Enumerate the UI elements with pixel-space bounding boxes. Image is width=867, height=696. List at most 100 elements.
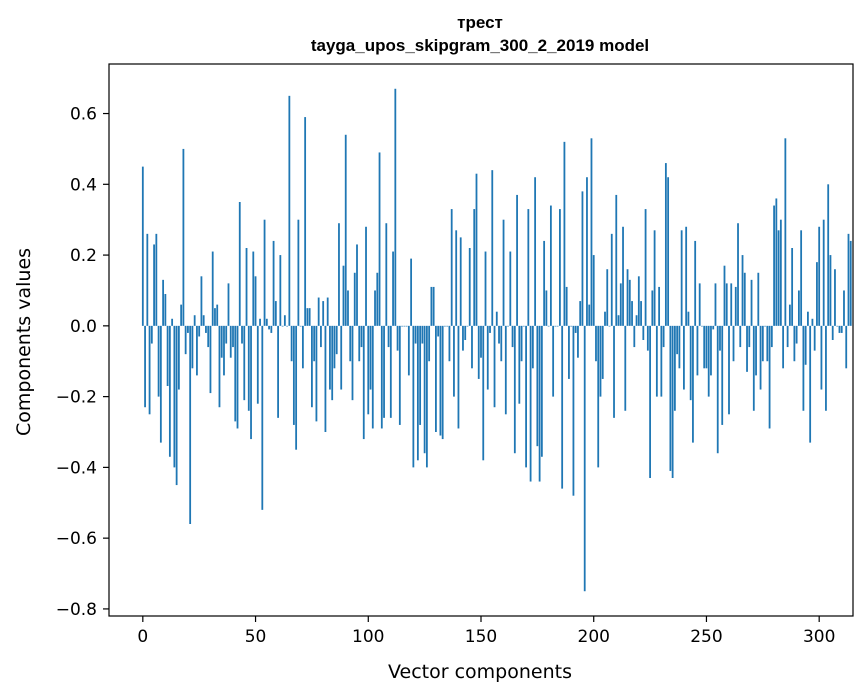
bar [392,251,394,326]
bar [268,325,270,330]
bar [538,325,541,482]
bar [202,315,205,326]
bar [423,325,426,454]
bar [313,325,316,362]
bar [655,325,658,397]
bar [701,325,703,327]
bar [196,325,198,376]
bar [825,325,827,411]
bar [522,325,525,327]
bar [502,219,505,326]
bar [732,325,735,362]
bar [272,240,275,326]
bar [191,325,194,369]
bar [577,325,579,358]
y-tick-label: −0.8 [56,600,97,620]
bar [761,325,764,362]
bar [568,325,570,379]
bar [804,325,807,365]
y-tick-label: 0.2 [70,246,97,266]
bar [773,205,775,326]
bar [464,325,467,340]
bar [369,325,372,390]
plot-frame [108,63,854,617]
bar [234,325,237,422]
bar [398,325,401,425]
bar [324,325,327,432]
bar [446,325,449,327]
bar [182,148,185,326]
bar [277,325,279,418]
bar [755,325,757,376]
bar [739,325,742,348]
bar [374,290,376,326]
bar [153,244,155,326]
bar [254,276,257,326]
bar [561,325,564,489]
bar [162,279,165,326]
bar [317,297,320,326]
bar [513,325,516,454]
bar [473,209,476,326]
x-tick-label: 100 [352,627,384,647]
bar [793,325,796,362]
bar [633,325,636,348]
bar [177,325,180,390]
bar [155,233,158,326]
bar [256,325,259,404]
y-axis-label: Components values [13,248,35,436]
bar [146,233,149,326]
bar [581,191,584,326]
bar [678,325,681,369]
bar [743,272,746,326]
bar [448,325,451,362]
bar [829,255,832,326]
bar [631,301,633,326]
bar [376,272,379,326]
bar [811,318,814,326]
bar [786,325,789,348]
bar [809,325,812,443]
bar [261,325,264,510]
bar [768,325,771,429]
bar [664,163,667,326]
bar [362,325,365,440]
y-tick-label: 0.6 [70,105,97,125]
bar [707,325,710,397]
bar [342,265,345,326]
bar [495,311,498,326]
bar [673,325,676,411]
bar [534,177,537,326]
bar [750,279,753,326]
bar [728,325,730,415]
bar [649,325,651,478]
bar [329,325,331,390]
bar [157,325,160,397]
bar [583,325,586,592]
bar [795,325,798,344]
bar [547,325,550,327]
bar [759,325,762,390]
bar [295,325,298,450]
bar [403,325,406,327]
bar [779,219,782,326]
bar [477,325,480,379]
bar [365,226,367,326]
bar [371,325,374,429]
bar [486,325,489,390]
bar [615,194,618,326]
bar [525,325,527,468]
bar [144,325,146,408]
bar [430,286,433,326]
y-tick-label: 0.0 [70,317,97,337]
bar [816,262,818,326]
bar [159,325,162,443]
x-tick-label: 200 [578,627,610,647]
bar [247,325,250,411]
bar [820,325,823,390]
bars-group [141,88,852,592]
bar [694,240,697,326]
bar [730,283,733,326]
bar [651,290,654,326]
bar [441,325,444,440]
